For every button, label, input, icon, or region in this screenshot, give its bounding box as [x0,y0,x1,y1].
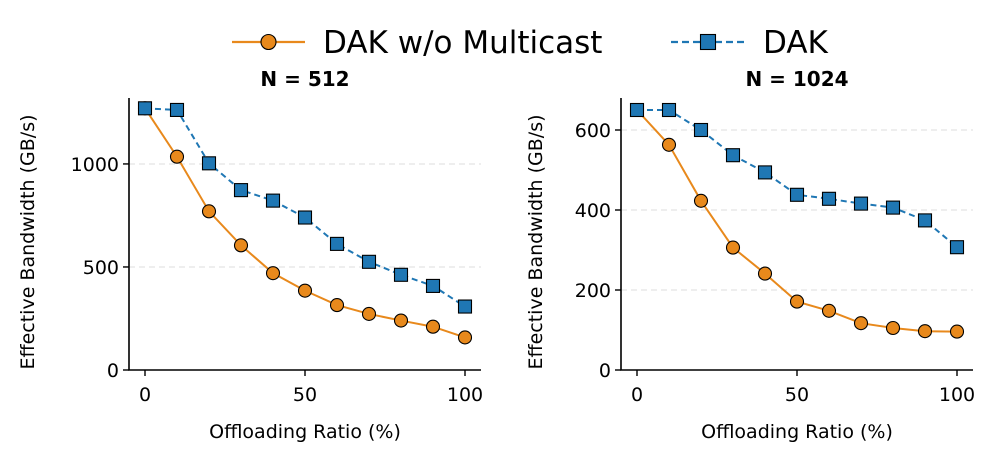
data-point-dak-w-o-multicast [693,193,709,208]
data-point-dak [725,148,741,163]
data-point-dak-w-o-multicast [725,240,741,255]
data-point-dak [917,213,933,228]
data-point-dak-w-o-multicast [661,137,677,152]
legend-marker-dak [699,33,717,51]
x-tick-label: 100 [939,384,975,406]
y-axis-label: Effective Bandwidth (GB/s) [525,114,547,369]
data-point-dak [821,191,837,206]
data-point-dak [457,299,473,314]
chart-panel-n1024: 0 200 400 600 0 50 100 N = 1024 Offloading Ratio… [525,67,975,443]
data-point-dak-w-o-multicast [885,320,901,336]
x-axis-label: Offloading Ratio (%) [701,421,893,443]
data-point-dak [789,187,805,202]
data-point-dak-w-o-multicast [329,298,345,313]
chart-panel-n512: 0 500 1000 0 50 100 N = 512 Offloading Ratio (%… [17,67,483,443]
data-point-dak-w-o-multicast [917,324,933,339]
data-point-dak [329,236,345,251]
y-tick-label: 600 [575,120,611,142]
x-tick-label: 50 [785,384,809,406]
x-tick-label: 100 [447,384,483,406]
series-line-dak [144,107,466,308]
data-point-dak [233,183,249,198]
data-point-dak [661,102,677,118]
chart-title: N = 1024 [745,67,848,91]
data-point-dak-w-o-multicast [789,294,805,309]
data-point-dak-w-o-multicast [949,324,965,339]
chart-title: N = 512 [260,67,349,91]
data-point-dak [201,156,217,171]
data-point-dak-w-o-multicast [821,303,837,318]
data-point-dak [265,193,281,208]
legend: DAK w/o Multicast DAK [232,25,829,61]
y-axis-label: Effective Bandwidth (GB/s) [17,114,39,369]
data-point-dak [169,102,185,118]
y-tick-label: 0 [599,360,611,382]
y-tick-label: 0 [107,360,119,382]
x-tick-label: 50 [293,384,317,406]
legend-label-dak-w-o-multicast: DAK w/o Multicast [323,25,602,61]
data-point-dak-w-o-multicast [297,283,313,298]
data-point-dak [629,102,645,118]
data-point-dak-w-o-multicast [757,266,773,281]
data-point-dak [693,122,709,138]
x-tick-label: 0 [631,384,643,406]
data-point-dak [297,210,313,225]
data-point-dak-w-o-multicast [169,149,185,164]
data-point-dak [361,254,377,269]
data-point-dak-w-o-multicast [265,266,281,281]
y-tick-label: 200 [575,280,611,302]
data-point-dak [425,278,441,293]
data-point-dak [393,267,409,282]
data-point-dak [757,165,773,180]
x-tick-label: 0 [139,384,151,406]
data-point-dak-w-o-multicast [457,330,473,345]
data-point-dak-w-o-multicast [853,316,869,331]
y-tick-label: 500 [83,257,119,279]
series-line-dak [637,109,958,248]
y-tick-label: 400 [575,200,611,222]
data-point-dak [885,200,901,215]
data-point-dak-w-o-multicast [233,238,249,253]
x-axis-label: Offloading Ratio (%) [209,421,401,443]
y-tick-label: 1000 [71,154,119,176]
data-point-dak-w-o-multicast [361,306,377,322]
data-point-dak [949,240,965,255]
legend-label-dak: DAK [763,25,829,61]
legend-marker-dak-w-o-multicast [260,33,277,51]
data-point-dak-w-o-multicast [201,204,217,219]
data-point-dak-w-o-multicast [425,319,441,334]
data-point-dak [137,101,153,116]
data-point-dak [853,196,869,211]
data-point-dak-w-o-multicast [393,313,409,328]
